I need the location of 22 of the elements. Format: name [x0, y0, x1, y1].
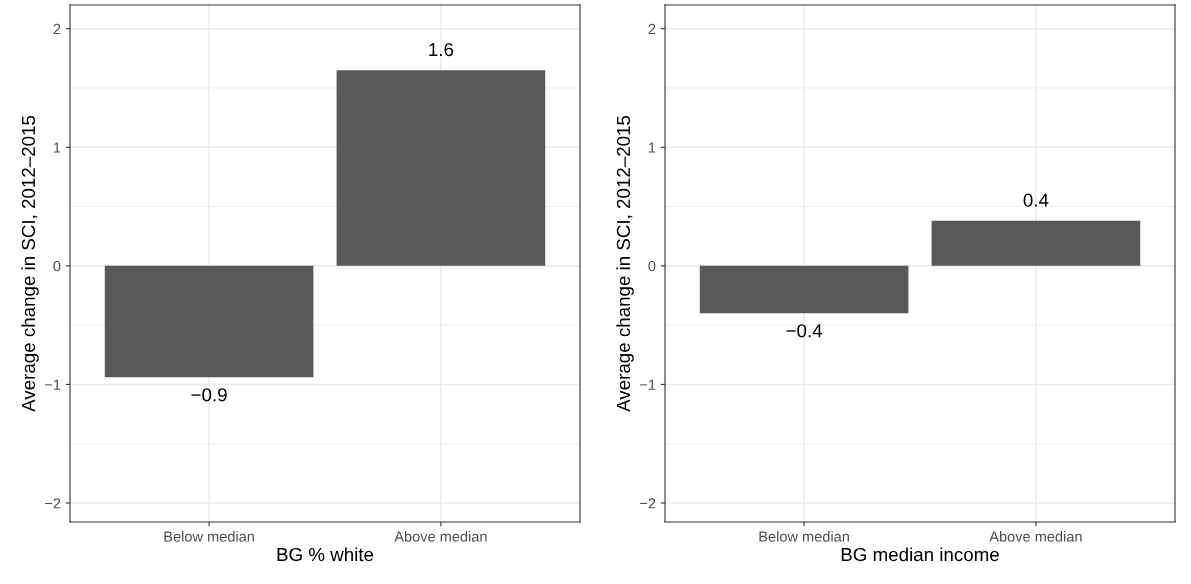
data-label: 0.4 [1023, 193, 1049, 207]
y-tick-label: 2 [648, 23, 656, 34]
x-tick-label: Below median [164, 531, 254, 542]
x-tick-label: Above median [394, 531, 487, 542]
data-label: −0.4 [786, 324, 823, 338]
x-axis-title: BG median income [841, 547, 999, 562]
data-label: −0.9 [191, 388, 227, 402]
y-tick-label: −2 [640, 498, 656, 509]
x-tick-label: Above median [989, 531, 1082, 542]
y-tick-label: 0 [648, 260, 656, 272]
data-label: 1.6 [429, 42, 454, 57]
y-tick-label: −1 [45, 379, 61, 390]
y-tick-label: 2 [53, 23, 61, 34]
y-tick-label: 1 [648, 142, 656, 153]
y-axis-title: Average change in SCI, 2012–2015 [616, 115, 634, 412]
y-axis-title: Average change in SCI, 2012–2015 [21, 115, 39, 412]
y-tick-label: −1 [640, 379, 656, 390]
x-axis-title: BG % white [277, 547, 374, 562]
y-tick-label: 1 [53, 142, 61, 153]
y-tick-label: 0 [53, 260, 61, 272]
x-tick-label: Below median [759, 531, 849, 542]
y-tick-label: −2 [45, 498, 61, 509]
